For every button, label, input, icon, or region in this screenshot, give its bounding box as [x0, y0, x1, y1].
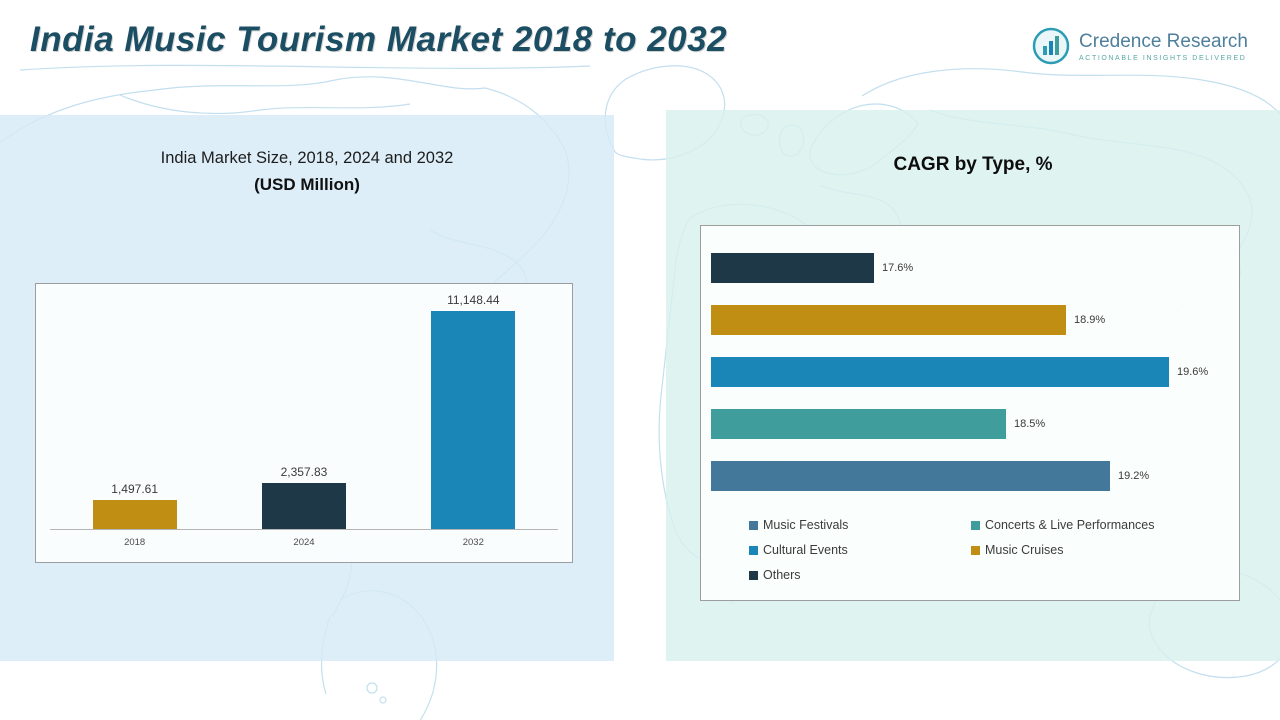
bar-2018 [92, 500, 177, 529]
market-size-plot-area: 1,497.61 2,357.83 11,148.44 [50, 292, 558, 530]
bar-2024 [261, 483, 346, 529]
page-title: India Music Tourism Market 2018 to 2032 [30, 20, 728, 59]
legend-swatch-others [749, 570, 758, 580]
legend-label-music-festivals: Music Festivals [763, 518, 849, 532]
hbar-row-music-cruises: 18.9% [711, 294, 1229, 346]
hbar-row-concerts-live-performances: 18.5% [711, 398, 1229, 450]
bar-cultural-events [711, 357, 1169, 387]
legend-label-cultural-events: Cultural Events [763, 543, 848, 557]
cagr-plot-area: 17.6% 18.9% 19.6% 18.5% 19.2% [711, 242, 1229, 502]
axis-label-2032: 2032 [462, 537, 484, 548]
legend-item-concerts-live-performances: Concerts & Live Performances [971, 518, 1229, 532]
logo-tagline: Actionable Insights Delivered [1079, 54, 1247, 62]
cagr-chart: 17.6% 18.9% 19.6% 18.5% 19.2% Music Festival… [700, 225, 1240, 601]
bar-value-label-2032: 11,148.44 [447, 293, 500, 307]
legend-label-music-cruises: Music Cruises [985, 543, 1064, 557]
market-size-chart-subtitle: (USD Million) [254, 175, 360, 194]
bar-others [711, 253, 874, 283]
legend-item-music-cruises: Music Cruises [971, 543, 1229, 557]
legend-item-others: Others [749, 568, 971, 582]
legend-swatch-music-festivals [749, 520, 758, 530]
bar-value-label-music-festivals: 19.2% [1118, 470, 1150, 482]
axis-label-2018: 2018 [124, 537, 146, 548]
axis-label-2024: 2024 [293, 537, 315, 548]
cagr-legend: Music Festivals Concerts & Live Performan… [749, 518, 1229, 582]
logo-name: Credence Research [1079, 30, 1248, 52]
market-size-panel: India Market Size, 2018, 2024 and 2032 (… [0, 115, 614, 661]
bar-concerts-live-performances [711, 409, 1006, 439]
bar-music-festivals [711, 461, 1110, 491]
bar-value-label-others: 17.6% [882, 262, 914, 274]
market-size-chart: 1,497.61 2,357.83 11,148.44 2018 2024 2032 [35, 283, 573, 563]
market-size-chart-title: India Market Size, 2018, 2024 and 2032 [160, 149, 454, 167]
brand-logo: Credence Research Actionable Insights De… [1031, 26, 1248, 66]
market-size-x-axis: 2018 2024 2032 [50, 530, 558, 548]
bar-column-2032: 11,148.44 [390, 293, 558, 529]
bar-value-label-2018: 1,497.61 [111, 482, 159, 496]
bar-value-label-music-cruises: 18.9% [1074, 314, 1106, 326]
legend-item-music-festivals: Music Festivals [749, 518, 971, 532]
bar-column-2024: 2,357.83 [220, 465, 388, 529]
bar-music-cruises [711, 305, 1066, 335]
legend-swatch-music-cruises [971, 545, 980, 555]
bar-value-label-2024: 2,357.83 [280, 465, 328, 479]
cagr-chart-title: CAGR by Type, % [893, 154, 1053, 175]
bar-2032 [431, 311, 516, 529]
bar-value-label-concerts-live-performances: 18.5% [1014, 418, 1046, 430]
legend-label-concerts-live-performances: Concerts & Live Performances [985, 518, 1155, 532]
legend-label-others: Others [763, 568, 801, 582]
legend-swatch-concerts-live-performances [971, 520, 980, 530]
legend-swatch-cultural-events [749, 545, 758, 555]
cagr-panel: CAGR by Type, % 17.6% 18.9% 19.6% 18.5% 19.2… [666, 110, 1280, 661]
bar-value-label-cultural-events: 19.6% [1177, 366, 1209, 378]
bar-column-2018: 1,497.61 [51, 482, 219, 529]
hbar-row-others: 17.6% [711, 242, 1229, 294]
hbar-row-cultural-events: 19.6% [711, 346, 1229, 398]
logo-chart-icon [1032, 27, 1070, 65]
legend-item-cultural-events: Cultural Events [749, 543, 971, 557]
hbar-row-music-festivals: 19.2% [711, 450, 1229, 502]
